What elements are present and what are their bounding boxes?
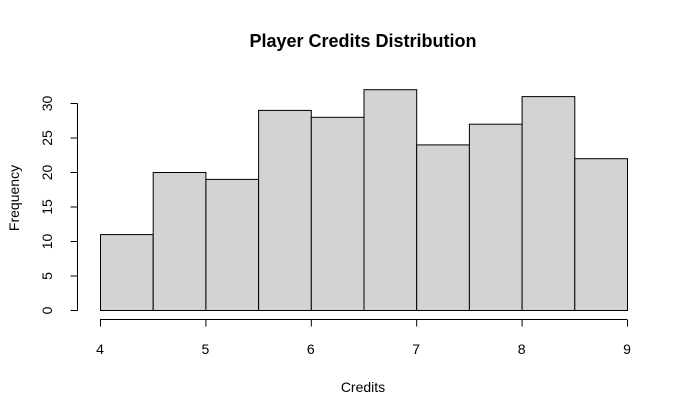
x-tick-label-7: 7 <box>412 341 420 357</box>
bars <box>100 89 628 312</box>
histogram-bar-8 <box>468 123 523 311</box>
x-tick-label-4: 4 <box>96 341 104 357</box>
x-axis: 4 5 6 7 8 9 <box>96 319 631 357</box>
x-axis-label: Credits <box>341 379 385 395</box>
histogram-bar-5 <box>310 116 365 311</box>
y-tick-label-25: 25 <box>39 130 55 146</box>
y-tick-label-20: 20 <box>39 165 55 181</box>
y-tick-label-30: 30 <box>39 96 55 112</box>
histogram-bar-10 <box>574 158 628 311</box>
y-tick-label-10: 10 <box>39 234 55 250</box>
histogram-bar-1 <box>100 234 154 312</box>
y-axis-label: Frequency <box>6 165 22 231</box>
chart-title: Player Credits Distribution <box>249 31 476 51</box>
histogram-bar-2 <box>152 172 207 311</box>
histogram-bar-9 <box>521 96 576 311</box>
y-tick-label-0: 0 <box>39 306 55 314</box>
histogram-bar-3 <box>205 178 260 311</box>
x-tick-label-6: 6 <box>307 341 315 357</box>
x-tick-label-8: 8 <box>518 341 526 357</box>
histogram-bar-6 <box>363 89 418 311</box>
histogram-bar-7 <box>416 144 470 311</box>
histogram-bar-4 <box>258 109 312 312</box>
x-tick-label-9: 9 <box>623 341 631 357</box>
x-tick-label-5: 5 <box>202 341 210 357</box>
y-tick-label-5: 5 <box>39 272 55 280</box>
y-tick-label-15: 15 <box>39 199 55 215</box>
y-axis: 0 5 10 15 20 25 30 <box>39 96 78 314</box>
